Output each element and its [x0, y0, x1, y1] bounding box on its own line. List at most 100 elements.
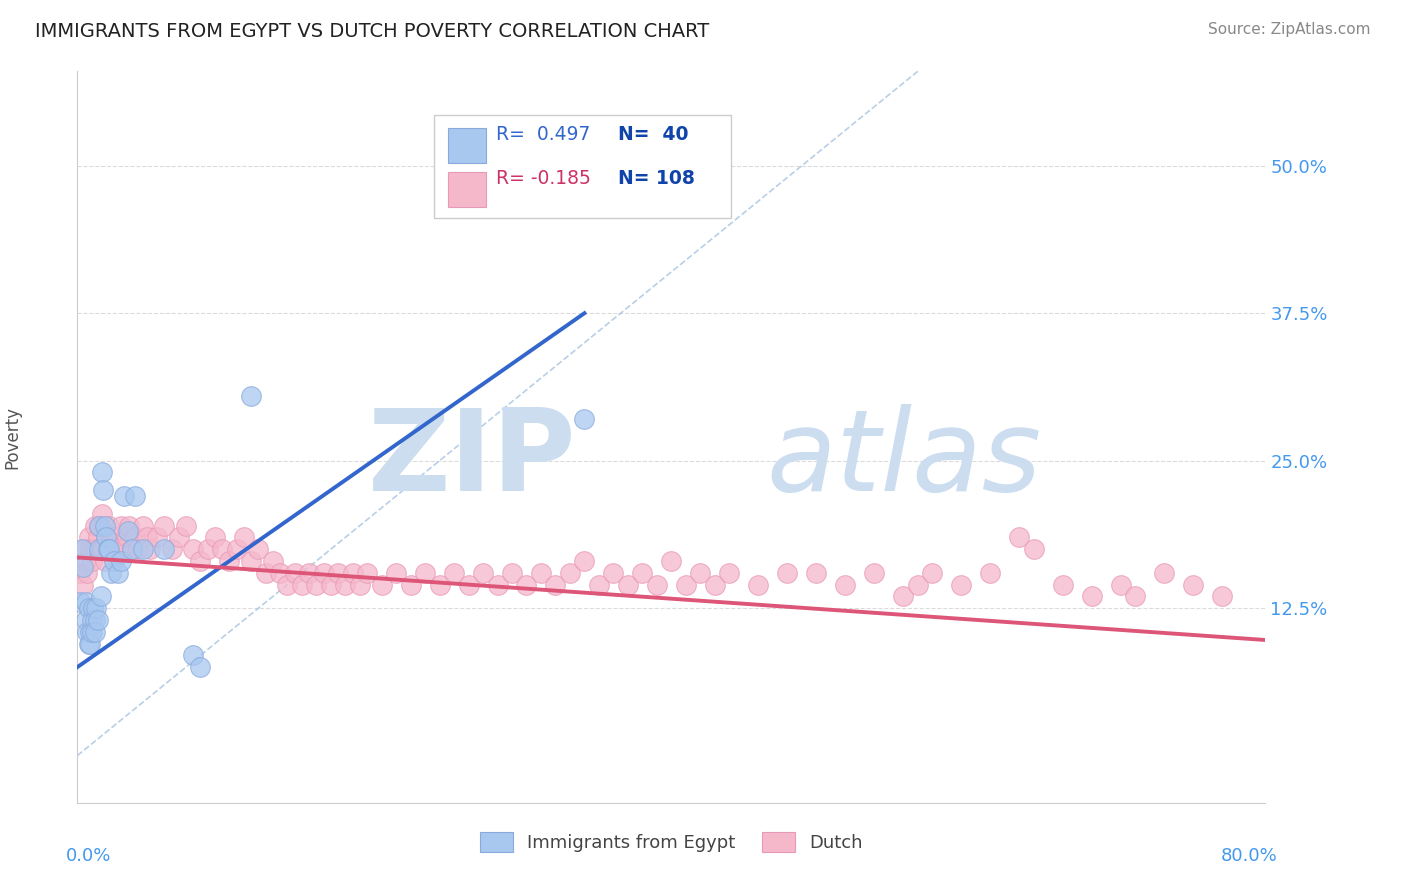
- Point: [385, 566, 408, 580]
- Point: [675, 577, 697, 591]
- Point: [204, 530, 226, 544]
- Point: [80, 554, 103, 568]
- Point: [127, 542, 149, 557]
- Point: [80, 613, 103, 627]
- Point: [73, 542, 96, 557]
- Point: [558, 566, 581, 580]
- Point: [107, 542, 129, 557]
- Point: [76, 566, 98, 580]
- Point: [1022, 542, 1045, 557]
- Point: [631, 566, 654, 580]
- Text: N= 108: N= 108: [617, 169, 695, 188]
- Point: [218, 554, 240, 568]
- Point: [921, 566, 943, 580]
- Point: [121, 542, 143, 557]
- Point: [472, 566, 495, 580]
- Point: [103, 554, 125, 568]
- Point: [112, 542, 135, 557]
- Point: [93, 542, 115, 557]
- Point: [79, 636, 101, 650]
- Point: [979, 566, 1001, 580]
- Point: [160, 542, 183, 557]
- Point: [515, 577, 537, 591]
- Point: [124, 530, 146, 544]
- Point: [121, 542, 143, 557]
- Point: [544, 577, 567, 591]
- Point: [950, 577, 973, 591]
- Point: [190, 660, 212, 674]
- Point: [174, 518, 197, 533]
- Point: [72, 577, 94, 591]
- Point: [181, 648, 204, 663]
- Point: [486, 577, 509, 591]
- Point: [79, 624, 101, 639]
- Point: [82, 542, 104, 557]
- Point: [89, 542, 111, 557]
- Point: [139, 542, 162, 557]
- Point: [77, 601, 100, 615]
- Point: [83, 518, 105, 533]
- Point: [153, 518, 176, 533]
- Point: [86, 530, 108, 544]
- Point: [76, 624, 98, 639]
- Point: [349, 577, 371, 591]
- Point: [834, 577, 856, 591]
- Point: [370, 577, 392, 591]
- Point: [91, 466, 114, 480]
- Point: [110, 518, 132, 533]
- Point: [262, 554, 284, 568]
- Point: [101, 530, 124, 544]
- Point: [891, 590, 914, 604]
- Point: [135, 530, 157, 544]
- Point: [80, 624, 103, 639]
- Text: R= -0.185: R= -0.185: [495, 169, 591, 188]
- Point: [112, 489, 135, 503]
- Point: [443, 566, 465, 580]
- Point: [1008, 530, 1031, 544]
- Point: [356, 566, 378, 580]
- Point: [131, 542, 153, 557]
- Point: [907, 577, 929, 591]
- Point: [319, 577, 342, 591]
- Point: [335, 577, 357, 591]
- Point: [530, 566, 553, 580]
- Point: [254, 566, 277, 580]
- Bar: [449, 171, 486, 207]
- Point: [70, 542, 93, 557]
- Point: [94, 518, 117, 533]
- Point: [269, 566, 291, 580]
- Point: [211, 542, 233, 557]
- Point: [103, 542, 125, 557]
- Text: ZIP: ZIP: [368, 403, 576, 515]
- Point: [87, 542, 110, 557]
- Point: [240, 389, 263, 403]
- Point: [501, 566, 523, 580]
- Point: [75, 554, 97, 568]
- Point: [75, 613, 97, 627]
- Point: [284, 566, 307, 580]
- Point: [225, 542, 247, 557]
- Text: 80.0%: 80.0%: [1220, 847, 1277, 864]
- FancyBboxPatch shape: [434, 115, 731, 218]
- Point: [240, 554, 263, 568]
- Point: [602, 566, 624, 580]
- Point: [276, 577, 298, 591]
- Point: [84, 601, 107, 615]
- Point: [84, 542, 107, 557]
- Point: [1153, 566, 1175, 580]
- Point: [413, 566, 436, 580]
- Point: [115, 530, 138, 544]
- Y-axis label: Poverty: Poverty: [4, 406, 21, 468]
- Legend: Immigrants from Egypt, Dutch: Immigrants from Egypt, Dutch: [472, 824, 870, 860]
- Bar: [449, 128, 486, 163]
- Point: [298, 566, 321, 580]
- Point: [153, 542, 176, 557]
- Point: [1181, 577, 1204, 591]
- Point: [645, 577, 668, 591]
- Point: [100, 566, 122, 580]
- Point: [863, 566, 886, 580]
- Point: [429, 577, 451, 591]
- Point: [1109, 577, 1132, 591]
- Point: [117, 524, 139, 539]
- Point: [703, 577, 725, 591]
